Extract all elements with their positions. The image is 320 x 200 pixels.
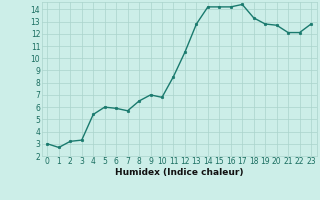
X-axis label: Humidex (Indice chaleur): Humidex (Indice chaleur) (115, 168, 244, 177)
